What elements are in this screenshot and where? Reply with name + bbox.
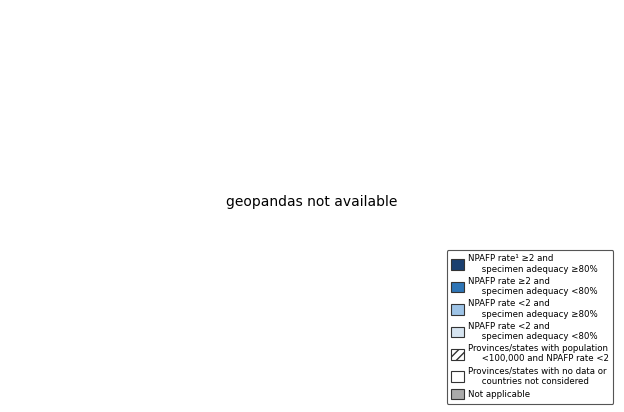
Text: geopandas not available: geopandas not available	[227, 195, 397, 209]
Legend: NPAFP rate¹ ≥2 and
     specimen adequacy ≥80%, NPAFP rate ≥2 and
     specimen : NPAFP rate¹ ≥2 and specimen adequacy ≥80…	[447, 250, 613, 404]
